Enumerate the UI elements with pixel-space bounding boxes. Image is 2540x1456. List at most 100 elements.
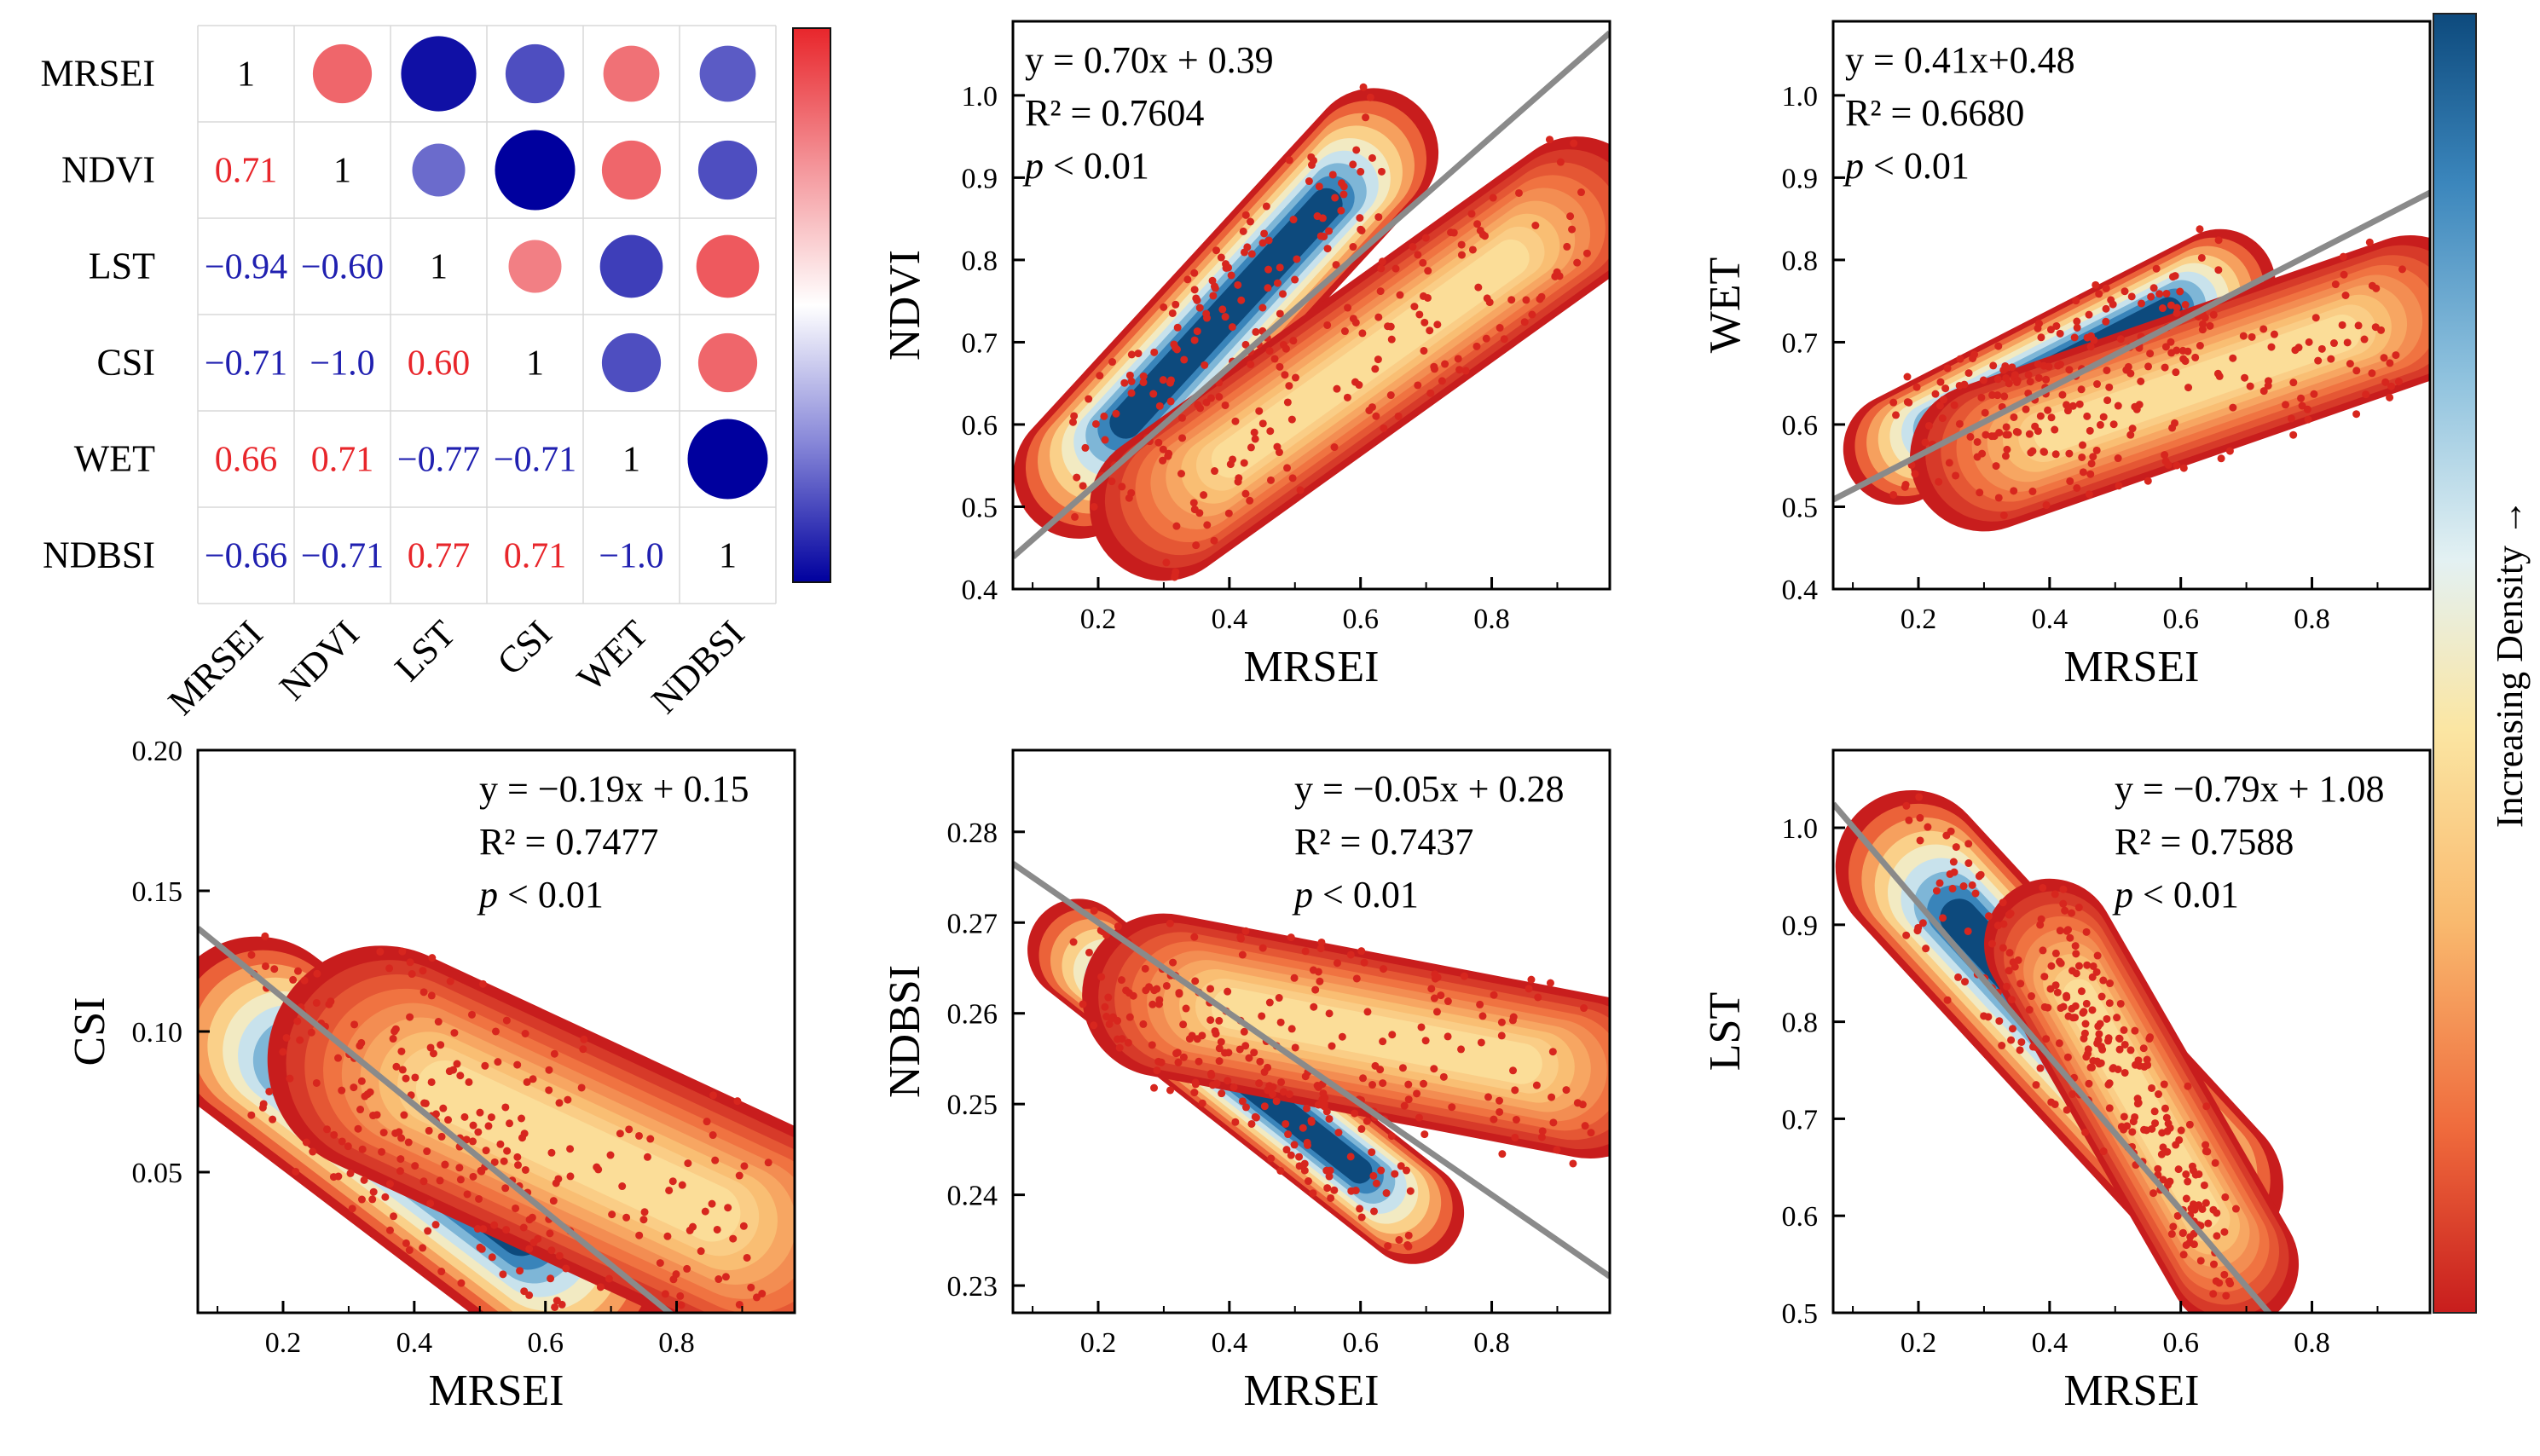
p_ndvi-outlier-point: [1260, 229, 1269, 238]
p_ndvi-outlier-point: [1209, 292, 1218, 300]
p_lst-outlier-point: [2006, 910, 2015, 918]
p_lst-outlier-point: [1959, 882, 1968, 891]
p_wet-outlier-point: [2338, 321, 2346, 329]
p_csi-x-tick-label: 0.4: [396, 1327, 433, 1359]
p_csi-outlier-point: [711, 1156, 720, 1164]
p_wet-outlier-point: [1988, 390, 1997, 399]
p_ndvi-density-band: [1211, 239, 1530, 478]
p_csi-outlier-point: [749, 1320, 756, 1328]
p_ndvi-outlier-point: [1251, 435, 1259, 443]
p_ndvi-outlier-point: [1090, 502, 1098, 511]
p_ndvi-outlier-point: [1279, 290, 1287, 298]
p_ndbsi-outlier-point: [1300, 1159, 1309, 1168]
p_lst-outlier-point: [2082, 999, 2091, 1008]
p_lst-outlier-point: [2115, 1035, 2124, 1043]
p_ndvi-outlier-point: [1096, 372, 1104, 380]
p_ndbsi-outlier-point: [1150, 1083, 1159, 1092]
p_ndvi-outlier-point: [1247, 443, 1255, 452]
p_lst-outlier-point: [2182, 1170, 2190, 1179]
p_ndvi-y-axis-label: NDVI: [881, 250, 929, 361]
p_csi-outlier-point: [474, 1128, 483, 1136]
corr-value-LST-LST: 1: [430, 248, 448, 287]
p_wet-outlier-point: [2131, 402, 2139, 411]
p_wet-outlier-point: [2209, 310, 2218, 319]
p_ndvi-outlier-point: [1482, 334, 1490, 343]
corr-circle-NDVI-CSI: [495, 130, 576, 211]
p_ndvi-outlier-point: [1377, 264, 1386, 273]
p_ndbsi-outlier-point: [1403, 1240, 1412, 1249]
p_ndvi-outlier-point: [1426, 389, 1435, 397]
p_wet-density-cloud: [1833, 189, 2430, 532]
corr-value-NDBSI-WET: −1.0: [599, 537, 663, 576]
p_wet-outlier-point: [2287, 414, 2295, 423]
p_ndvi-outlier-point: [1177, 470, 1185, 478]
p_wet-outlier-point: [2072, 297, 2080, 305]
p_ndvi-outlier-point: [1159, 456, 1167, 465]
p_csi-outlier-point: [546, 1229, 554, 1238]
p_ndbsi-outlier-point: [1231, 1118, 1240, 1126]
p_ndbsi-outlier-point: [1267, 1154, 1276, 1163]
p_ndvi-outlier-point: [1344, 303, 1352, 312]
p_ndbsi-outlier-point: [1179, 1053, 1188, 1061]
p_ndbsi-outlier-point: [1179, 1020, 1188, 1029]
p_csi-outlier-point: [462, 1135, 471, 1144]
p_wet-outlier-point: [2386, 393, 2394, 402]
p_ndvi-outlier-point: [1457, 251, 1466, 259]
p_ndvi-outlier-point: [1228, 323, 1236, 332]
p_wet-outlier-point: [2051, 425, 2059, 434]
p_csi-y-tick-label: 0.10: [132, 1017, 183, 1049]
p_ndbsi-outlier-point: [1404, 1095, 1413, 1104]
p_csi-outlier-point: [545, 1086, 553, 1095]
p_lst-fit-line: [1833, 801, 2273, 1313]
p_wet-outlier-point: [1911, 470, 1919, 478]
p_lst-outlier-point: [2051, 949, 2060, 957]
p_csi-annotation-1: R² = 0.7477: [479, 821, 658, 863]
p_ndvi-y-tick-label: 0.4: [962, 575, 998, 606]
p_ndvi-y-tick-label: 0.8: [962, 246, 998, 277]
p_ndbsi-outlier-point: [1359, 1074, 1368, 1083]
p_lst-outlier-point: [2198, 1205, 2207, 1213]
p_csi-outlier-point: [293, 1017, 302, 1026]
p_lst-x-tick-label: 0.6: [2162, 1327, 2199, 1359]
p_ndvi-outlier-point: [1250, 428, 1258, 436]
p_csi-outlier-point: [293, 967, 302, 975]
p_lst-outlier-point: [2105, 999, 2114, 1008]
corr-value-NDVI-MRSEI: 0.71: [215, 152, 278, 191]
p_csi-outlier-point: [424, 1227, 432, 1235]
p_wet-outlier-point: [2073, 484, 2081, 493]
p_lst-outlier-point: [1939, 914, 1947, 922]
p_csi-y-tick-label: 0.20: [132, 736, 183, 767]
p_lst-outlier-point: [2140, 1125, 2149, 1134]
p_csi-x-tick-label: 0.6: [527, 1327, 564, 1359]
p_ndbsi-outlier-point: [1317, 938, 1326, 946]
p_csi-outlier-point: [419, 1244, 427, 1252]
p_csi-outlier-point: [426, 1199, 435, 1208]
p_csi-outlier-point: [390, 1212, 398, 1221]
p_ndvi-outlier-point: [1507, 296, 1516, 304]
p_ndbsi-outlier-point: [1310, 1002, 1318, 1011]
p_ndbsi-outlier-point: [1413, 1089, 1421, 1098]
p_ndvi-outlier-point: [1377, 167, 1386, 176]
p_csi-outlier-point: [419, 988, 428, 997]
p_csi-outlier-point: [431, 1221, 440, 1229]
p_wet-outlier-point: [2079, 441, 2087, 449]
p_wet-outlier-point: [2058, 390, 2067, 399]
p_lst-outlier-point: [1961, 978, 1970, 986]
p_wet-outlier-point: [2073, 323, 2081, 332]
p_ndbsi-outlier-point: [1148, 1000, 1157, 1008]
p_csi-outlier-point: [357, 1195, 366, 1204]
p_ndvi-outlier-point: [1421, 234, 1430, 242]
p_ndbsi-outlier-point: [1384, 1242, 1392, 1251]
p_wet-outlier-point: [1936, 378, 1945, 386]
p_lst-outlier-point: [2120, 1112, 2128, 1121]
p_ndvi-outlier-point: [1410, 303, 1419, 311]
p_wet-outlier-point: [1993, 375, 2002, 384]
p_lst-outlier-point: [2174, 1165, 2183, 1174]
p_ndbsi-outlier-point: [1538, 1127, 1547, 1135]
p_csi-outlier-point: [549, 1197, 558, 1205]
p_ndvi-outlier-point: [1247, 360, 1255, 368]
p_csi-outlier-point: [457, 1279, 466, 1287]
p_lst-outlier-point: [2088, 973, 2097, 981]
p_csi-outlier-point: [555, 1251, 564, 1260]
p_csi-outlier-point: [478, 979, 487, 988]
